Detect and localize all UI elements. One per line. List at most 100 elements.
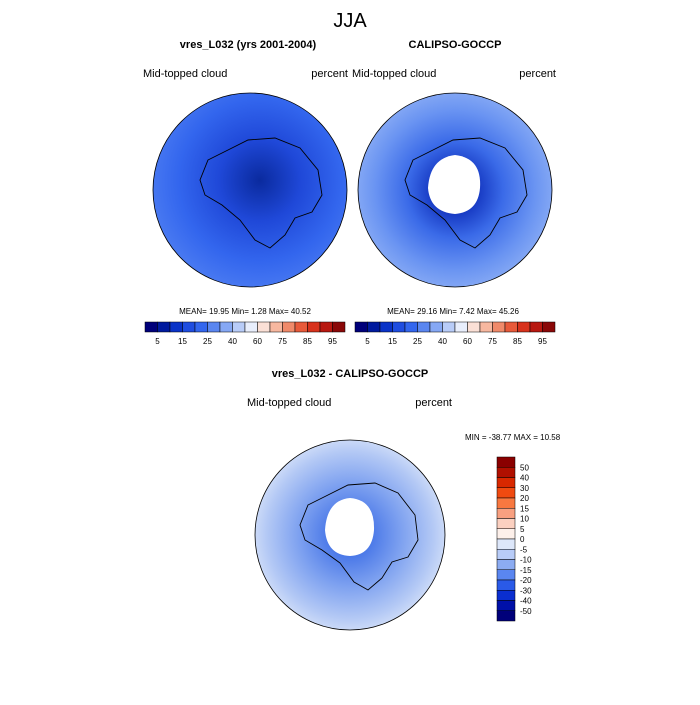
colorbar-box: [282, 321, 296, 333]
colorbar-label: 15: [178, 337, 187, 346]
colorbar-box: [194, 321, 208, 333]
colorbar-label: 60: [463, 337, 472, 346]
panel-title: CALIPSO-GOCCP: [409, 39, 502, 51]
colorbar-box: [404, 321, 418, 333]
colorbar-label: -15: [520, 566, 532, 575]
map: [152, 92, 348, 288]
colorbar-box: [332, 321, 346, 333]
colorbar-label: -50: [520, 607, 532, 616]
colorbar-box: [496, 590, 516, 601]
colorbar-label: 15: [520, 504, 529, 513]
unit-label: percent: [311, 68, 348, 80]
colorbar-box: [454, 321, 468, 333]
colorbar-box: [232, 321, 246, 333]
colorbar-label: -5: [520, 545, 528, 554]
colorbar-box: [496, 518, 516, 529]
colorbar-box: [157, 321, 171, 333]
panel-title: vres_L032 (yrs 2001-2004): [180, 39, 317, 51]
colorbar-label: 40: [520, 474, 529, 483]
colorbar-box: [429, 321, 443, 333]
colorbar-box: [269, 321, 283, 333]
colorbar-box: [496, 559, 516, 570]
missing-data: [325, 498, 375, 556]
colorbar-box: [244, 321, 258, 333]
colorbar-box: [207, 321, 221, 333]
colorbar-label: -20: [520, 576, 532, 585]
colorbar-label: 30: [520, 484, 529, 493]
colorbar-box: [529, 321, 543, 333]
colorbar-box: [417, 321, 431, 333]
colorbar-label: 40: [438, 337, 447, 346]
colorbar-box: [182, 321, 196, 333]
figure-title: JJA: [333, 10, 367, 32]
colorbar-label: 75: [278, 337, 287, 346]
colorbar-box: [367, 321, 381, 333]
colorbar-label: 50: [520, 463, 529, 472]
colorbar-label: -40: [520, 597, 532, 606]
colorbar-label: 20: [520, 494, 529, 503]
colorbar-box: [496, 456, 516, 468]
colorbar-box: [354, 321, 368, 333]
colorbar-label: 95: [328, 337, 337, 346]
colorbar-label: 5: [155, 337, 160, 346]
colorbar-box: [479, 321, 493, 333]
colorbar-label: 75: [488, 337, 497, 346]
colorbar-label: 15: [388, 337, 397, 346]
colorbar-box: [219, 321, 233, 333]
panel-title: vres_L032 - CALIPSO-GOCCP: [272, 368, 429, 380]
colorbar-box: [307, 321, 321, 333]
coastline: [299, 482, 419, 591]
colorbar-label: 25: [413, 337, 422, 346]
colorbar-box: [496, 497, 516, 509]
colorbar-box: [496, 487, 516, 499]
colorbar-box: [442, 321, 456, 333]
colorbar: 5 15 25 40 60 75 85 95: [144, 321, 346, 346]
colorbar-label: 85: [303, 337, 312, 346]
stats: MEAN= 19.95 Min= 1.28 Max= 40.52: [179, 307, 311, 316]
colorbar-label: 0: [520, 535, 525, 544]
colorbar-box: [542, 321, 556, 333]
stats: MEAN= 29.16 Min= 7.42 Max= 45.26: [387, 307, 519, 316]
stats: MIN = -38.77 MAX = 10.58: [465, 433, 561, 442]
colorbar-label: -30: [520, 586, 532, 595]
missing-data: [428, 155, 481, 214]
colorbar-label: 85: [513, 337, 522, 346]
colorbar-box: [294, 321, 308, 333]
colorbar-box: [496, 477, 516, 488]
colorbar-box: [379, 321, 393, 333]
colorbar-box: [257, 321, 271, 333]
colorbar-box: [319, 321, 333, 333]
coastline: [199, 137, 323, 249]
colorbar: 5 15 25 40 60 75 85 95: [354, 321, 556, 346]
colorbar-label: 40: [228, 337, 237, 346]
variable-label: Mid-topped cloud: [352, 68, 436, 80]
colorbar-box: [496, 549, 516, 560]
colorbar-box: [504, 321, 518, 333]
unit-label: percent: [519, 68, 556, 80]
colorbar-label: 5: [520, 525, 525, 534]
colorbar-box: [496, 538, 516, 550]
colorbar-box: [496, 508, 516, 519]
colorbar-box: [169, 321, 183, 333]
colorbar-label: 10: [520, 515, 529, 524]
colorbar-box: [496, 569, 516, 581]
colorbar-label: 95: [538, 337, 547, 346]
colorbar-box: [492, 321, 506, 333]
colorbar-label: 25: [203, 337, 212, 346]
variable-label: Mid-topped cloud: [143, 68, 227, 80]
colorbar-box: [517, 321, 531, 333]
colorbar-box: [144, 321, 158, 333]
variable-label: Mid-topped cloud: [247, 397, 331, 409]
colorbar-box: [496, 467, 516, 478]
unit-label: percent: [415, 397, 452, 409]
colorbar-box: [496, 600, 516, 611]
colorbar-box: [496, 579, 516, 591]
coastline: [404, 137, 528, 249]
colorbar-box: [392, 321, 406, 333]
colorbar-box: [467, 321, 481, 333]
colorbar-label: 60: [253, 337, 262, 346]
colorbar-label: 5: [365, 337, 370, 346]
colorbar-box: [496, 610, 516, 622]
